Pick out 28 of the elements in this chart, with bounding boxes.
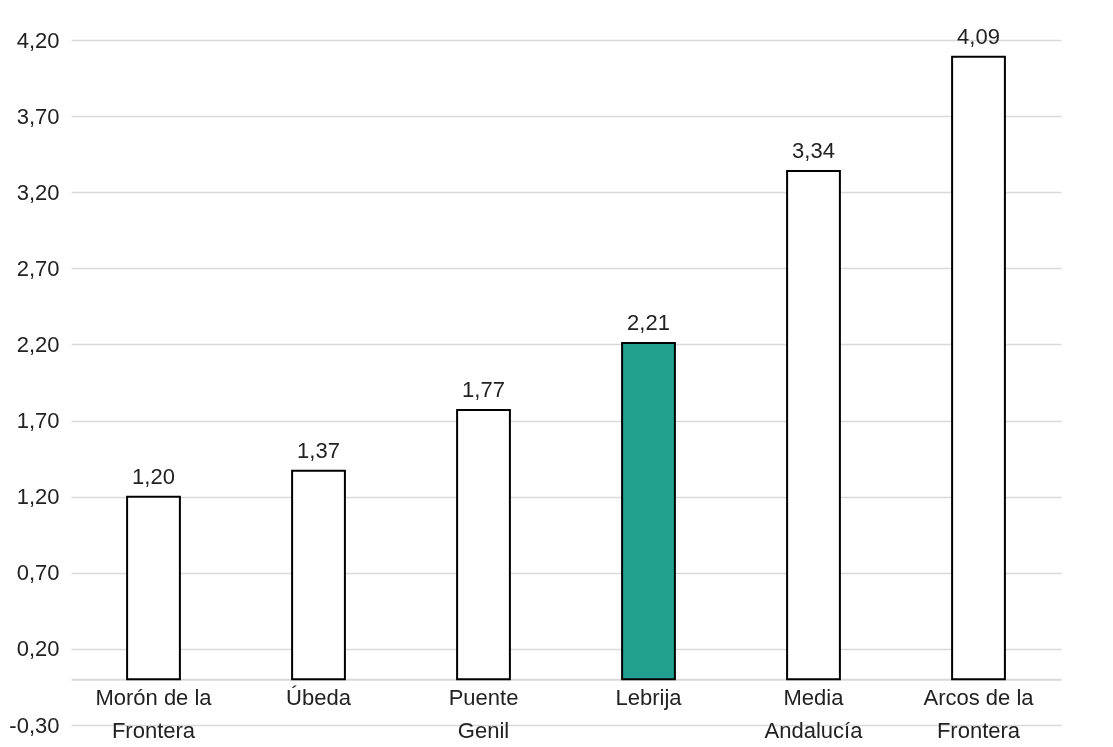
- x-tick-label: Lebrija: [615, 684, 683, 710]
- bar: [951, 55, 1006, 681]
- data-label: 4,09: [957, 23, 1000, 49]
- y-tick-label: 2,20: [16, 331, 60, 357]
- bar: [126, 495, 181, 681]
- bar: [786, 169, 841, 681]
- y-tick-label: 1,70: [16, 408, 60, 434]
- data-label: 2,21: [627, 309, 670, 335]
- data-label: 1,77: [462, 376, 505, 402]
- bar: [621, 341, 676, 681]
- bar: [456, 408, 511, 681]
- x-tick-label: Arcos de la Frontera: [923, 684, 1035, 743]
- y-tick-label: 1,20: [16, 484, 60, 510]
- y-tick-label: 4,20: [16, 27, 60, 53]
- y-tick-label: 2,70: [16, 255, 60, 281]
- y-tick-label: 3,20: [16, 179, 60, 205]
- data-label: 1,37: [297, 437, 340, 463]
- y-tick-label: 0,70: [16, 560, 60, 586]
- data-label: 1,20: [132, 463, 175, 489]
- x-tick-label: Morón de la Frontera: [95, 684, 213, 743]
- y-tick-label: -0,30: [9, 712, 60, 738]
- data-label: 3,34: [792, 137, 835, 163]
- x-tick-label: Puente Genil: [448, 684, 519, 743]
- x-tick-label: Media Andalucía: [764, 684, 864, 743]
- bar: [291, 469, 346, 681]
- y-tick-label: 3,70: [16, 103, 60, 129]
- x-tick-label: Úbeda: [286, 684, 352, 710]
- y-tick-label: 0,20: [16, 636, 60, 662]
